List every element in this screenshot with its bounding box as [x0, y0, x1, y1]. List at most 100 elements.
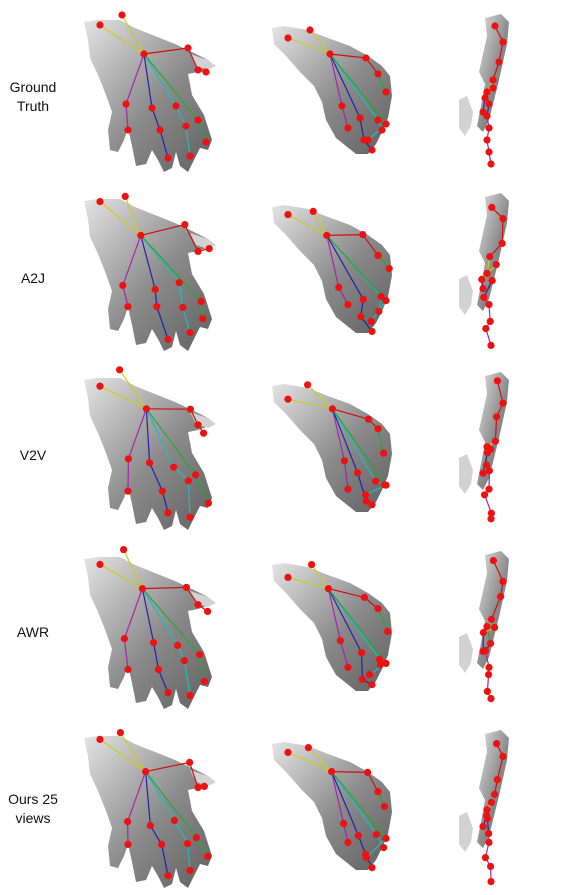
- skeleton-joint: [147, 822, 154, 829]
- skeleton-joint: [143, 405, 150, 412]
- skeleton-bone-index: [332, 772, 368, 773]
- skeleton-joint: [484, 688, 491, 695]
- skeleton-joint: [382, 297, 389, 304]
- skeleton-bone-index: [502, 219, 503, 244]
- skeleton-joint: [485, 148, 492, 155]
- skeleton-joint: [335, 284, 342, 291]
- skeleton-joint: [382, 120, 389, 127]
- skeleton-bone-index: [327, 235, 363, 236]
- skeleton-joint: [485, 839, 492, 846]
- skeleton-joint: [185, 477, 192, 484]
- skeleton-joint: [182, 122, 189, 129]
- skeleton-joint: [487, 640, 494, 647]
- skeleton-joint: [328, 768, 335, 775]
- skeleton-joint: [492, 438, 499, 445]
- skeleton-joint: [305, 744, 312, 751]
- skeleton-joint: [499, 240, 506, 247]
- skeleton-joint: [150, 639, 157, 646]
- skeleton-joint: [148, 104, 155, 111]
- skeleton-joint: [306, 26, 313, 33]
- skeleton-joint: [487, 863, 494, 870]
- skeleton-joint: [488, 799, 495, 806]
- skeleton-joint: [368, 864, 375, 871]
- skeleton-joint: [483, 136, 490, 143]
- skeleton-joint: [356, 114, 363, 121]
- hand-pose-front-view: [80, 358, 220, 537]
- row-awr: AWR: [0, 537, 561, 716]
- skeleton-joint: [361, 594, 368, 601]
- skeleton-joint: [96, 21, 103, 28]
- skeleton-joint: [479, 470, 486, 477]
- skeleton-joint: [363, 854, 370, 861]
- skeleton-joint: [487, 695, 494, 702]
- skeleton-joint: [198, 298, 205, 305]
- skeleton-joint: [384, 628, 391, 635]
- hand-pose-front-view: [80, 0, 220, 179]
- skeleton-joint: [485, 486, 492, 493]
- skeleton-joint: [284, 34, 291, 41]
- skeleton-joint: [164, 509, 171, 516]
- skeleton-joint: [344, 839, 351, 846]
- row-a2j: A2J: [0, 179, 561, 358]
- skeleton-joint: [329, 405, 336, 412]
- skeleton-joint: [124, 303, 131, 310]
- skeleton-joint: [183, 584, 190, 591]
- skeleton-joint: [355, 832, 362, 839]
- skeleton-joint: [354, 469, 361, 476]
- skeleton-joint: [374, 605, 381, 612]
- skeleton-joint: [483, 270, 490, 277]
- depth-silhouette: [84, 199, 215, 351]
- skeleton-joint: [483, 812, 490, 819]
- depth-fragment: [459, 96, 473, 136]
- skeleton-joint: [362, 54, 369, 61]
- skeleton-joint: [186, 329, 193, 336]
- skeleton-joint: [344, 124, 351, 131]
- skeleton-joint: [382, 660, 389, 667]
- row-label-line: Ground: [0, 78, 66, 97]
- row-label-line: V2V: [0, 446, 66, 465]
- skeleton-joint: [181, 657, 188, 664]
- row-label-line: Truth: [0, 97, 66, 116]
- skeleton-joint: [159, 488, 166, 495]
- skeleton-joint: [485, 830, 492, 837]
- skeleton-joint: [481, 491, 488, 498]
- skeleton-joint: [96, 383, 103, 390]
- skeleton-joint: [179, 304, 186, 311]
- depth-silhouette: [84, 20, 215, 172]
- skeleton-joint: [323, 232, 330, 239]
- skeleton-joint: [284, 211, 291, 218]
- skeleton-joint: [194, 116, 201, 123]
- skeleton-joint: [186, 514, 193, 521]
- skeleton-joint: [192, 471, 199, 478]
- skeleton-joint: [368, 501, 375, 508]
- skeleton-joint: [186, 867, 193, 874]
- skeleton-joint: [139, 585, 146, 592]
- skeleton-joint: [186, 759, 193, 766]
- skeleton-joint: [488, 204, 495, 211]
- skeleton-joint: [359, 676, 366, 683]
- hand-pose-side-view: [268, 179, 398, 358]
- skeleton-joint: [487, 878, 494, 885]
- skeleton-joint: [164, 689, 171, 696]
- skeleton-joint: [124, 818, 131, 825]
- skeleton-joint: [494, 377, 501, 384]
- skeleton-joint: [340, 820, 347, 827]
- skeleton-joint: [381, 803, 388, 810]
- skeleton-joint: [206, 245, 213, 252]
- skeleton-joint: [142, 768, 149, 775]
- skeleton-joint: [487, 160, 494, 167]
- skeleton-joint: [386, 265, 393, 272]
- skeleton-joint: [380, 844, 387, 851]
- skeleton-joint: [491, 624, 498, 631]
- skeleton-joint: [124, 126, 131, 133]
- skeleton-joint: [325, 585, 332, 592]
- skeleton-joint: [176, 279, 183, 286]
- hand-pose-side-view: [268, 537, 398, 716]
- skeleton-joint: [124, 666, 131, 673]
- skeleton-joint: [487, 515, 494, 522]
- skeleton-joint: [382, 482, 389, 489]
- skeleton-joint: [479, 823, 486, 830]
- skeleton-joint: [186, 152, 193, 159]
- skeleton-joint: [480, 294, 487, 301]
